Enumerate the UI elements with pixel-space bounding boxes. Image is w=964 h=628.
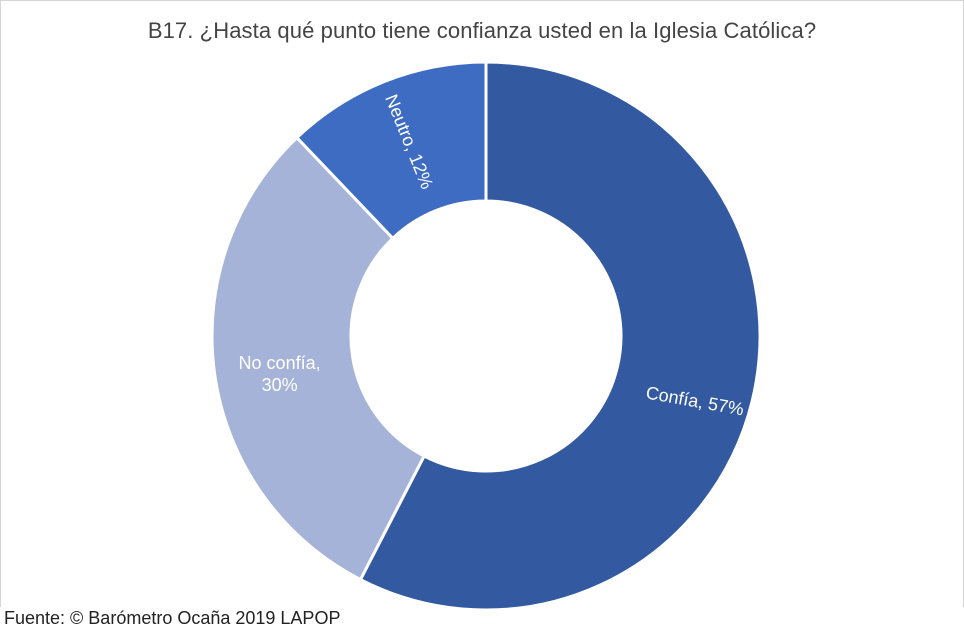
slice-no-conf-a [210, 135, 427, 582]
source-caption: Fuente: © Barómetro Ocaña 2019 LAPOP [4, 608, 341, 628]
slice-neutro [294, 60, 488, 241]
chart-title: B17. ¿Hasta qué punto tiene confianza us… [147, 18, 817, 43]
slice-label-no-conf-a: No confía, 30% [239, 353, 321, 395]
donut-chart: Confía, 57%No confía, 30%Neutro, 12% [210, 60, 762, 610]
slice-conf-a [358, 60, 762, 610]
